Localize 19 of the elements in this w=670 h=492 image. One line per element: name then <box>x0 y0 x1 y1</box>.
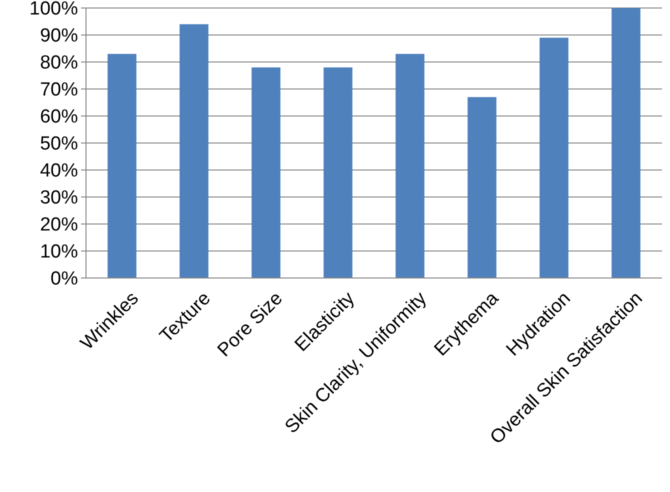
y-tick-label: 60% <box>40 106 78 128</box>
y-tick-label: 90% <box>40 26 78 47</box>
y-tick-label: 80% <box>40 52 78 74</box>
bar <box>540 38 568 278</box>
y-tick-label: 10% <box>40 242 78 263</box>
y-tick-label: 50% <box>40 134 78 155</box>
y-tick-label: 30% <box>40 188 78 209</box>
y-tick-label: 0% <box>50 268 78 290</box>
bar <box>252 67 280 278</box>
bar <box>612 8 640 278</box>
bar <box>324 67 352 278</box>
y-tick-label: 70% <box>40 80 78 101</box>
bar <box>468 97 496 278</box>
y-tick-label: 20% <box>40 214 78 236</box>
bar <box>396 54 424 278</box>
y-tick-label: 40% <box>40 160 78 182</box>
y-tick-label: 100% <box>29 0 78 20</box>
bar <box>180 24 208 278</box>
bar <box>108 54 136 278</box>
